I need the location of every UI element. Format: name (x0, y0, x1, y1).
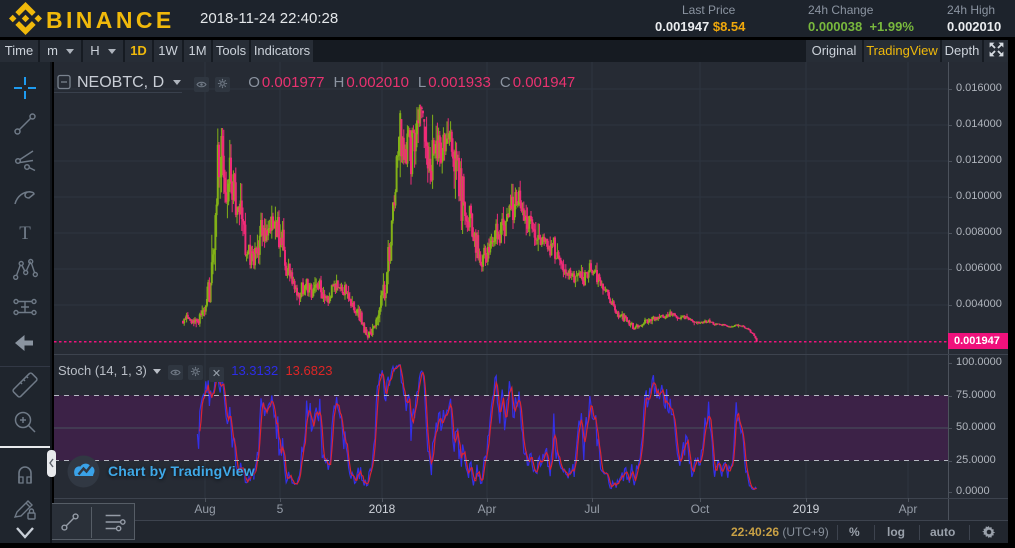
svg-text:T: T (19, 223, 31, 244)
